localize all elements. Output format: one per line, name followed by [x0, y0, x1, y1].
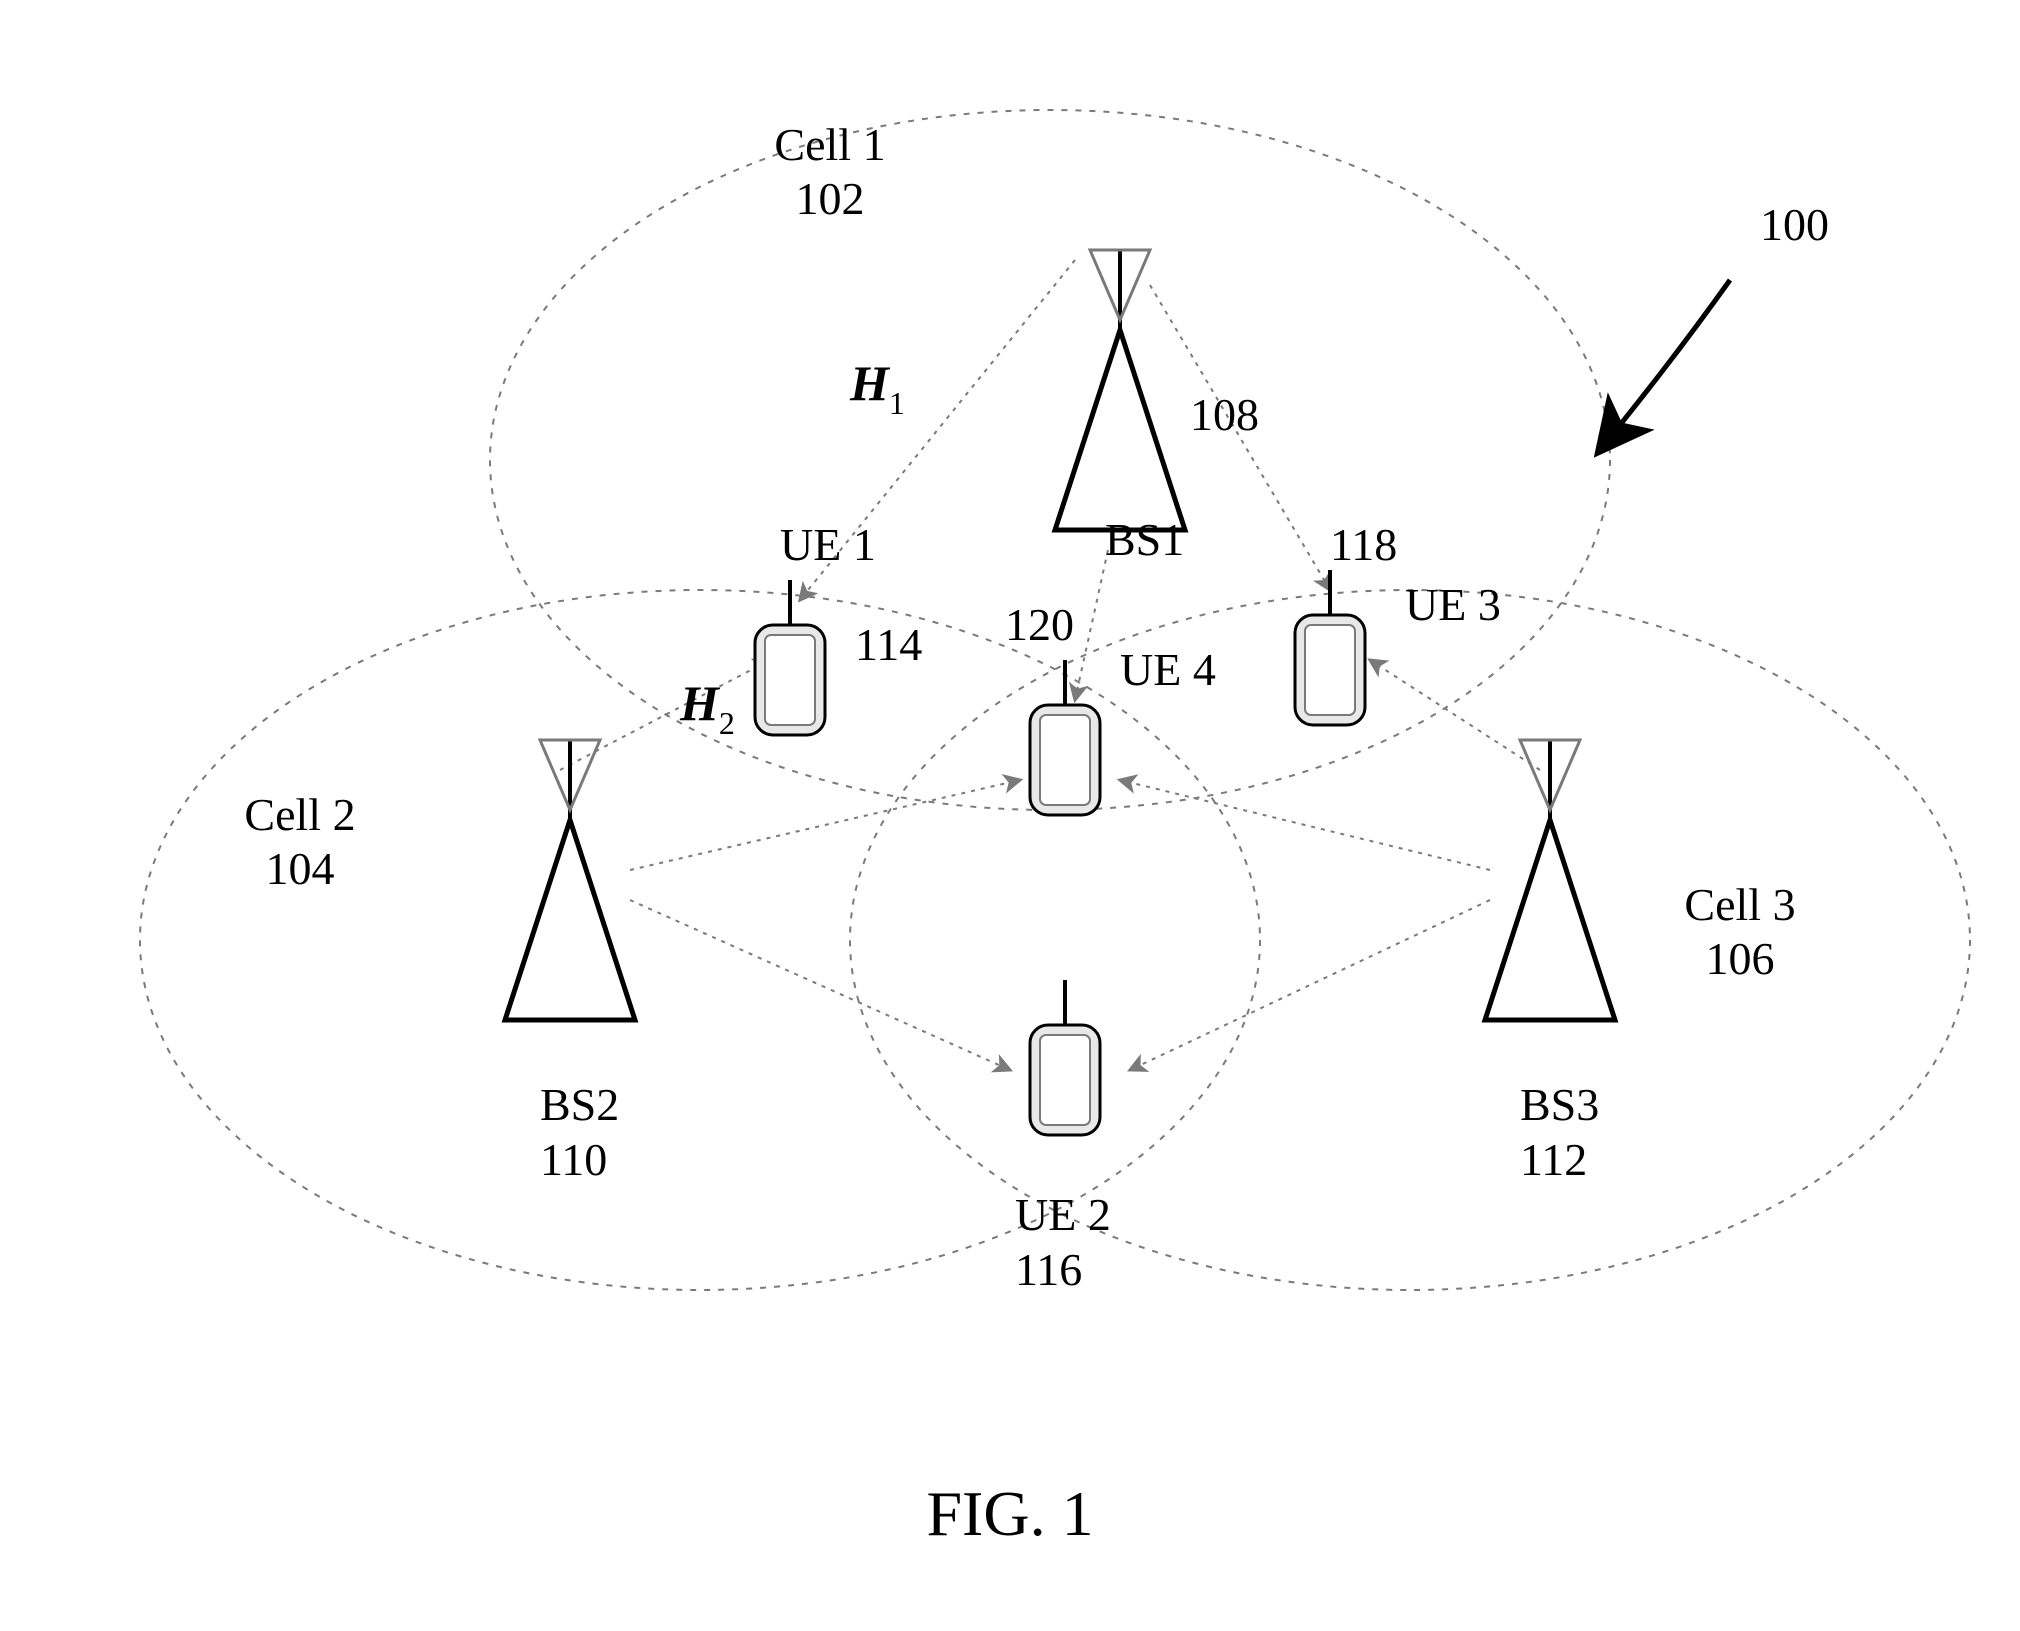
signal-arrow-bs3-ue3: [1370, 660, 1540, 770]
ue2-icon: [1030, 980, 1100, 1135]
cell3-boundary: [850, 590, 1970, 1290]
cell1-label: Cell 1: [774, 119, 885, 170]
signal-arrow-bs2-ue4: [630, 780, 1020, 870]
ue1-label: UE 1: [780, 519, 876, 570]
diagram-canvas: Cell 1102 Cell 2104 Cell 3106 BS1 108 BS2110 B…: [0, 0, 2020, 1631]
figure-caption: FIG. 1: [926, 1478, 1093, 1549]
cell3-label: Cell 3: [1684, 879, 1795, 930]
ue4-label: UE 4: [1120, 644, 1216, 695]
bs1-label: BS1: [1105, 514, 1184, 565]
channel-label-h1: H1: [849, 355, 905, 421]
bs3-icon: [1485, 740, 1615, 1020]
ue3-refnum: 118: [1330, 519, 1397, 570]
ue1-icon: [755, 580, 825, 735]
signal-arrow-bs1-ue4: [1075, 550, 1108, 700]
cell2-refnum: 104: [266, 843, 335, 894]
bs2-label: BS2: [540, 1079, 619, 1130]
bs2-icon: [505, 740, 635, 1020]
cell3-refnum: 106: [1706, 933, 1775, 984]
figure-refnum-pointer: [1600, 280, 1730, 450]
cell1-refnum: 102: [796, 173, 865, 224]
bs3-label: BS3: [1520, 1079, 1599, 1130]
ue3-label: UE 3: [1405, 579, 1501, 630]
ue1-refnum: 114: [855, 619, 922, 670]
bs3-refnum: 112: [1520, 1134, 1587, 1185]
ue4-icon: [1030, 660, 1100, 815]
channel-label-h2: H2: [679, 675, 735, 741]
ue4-refnum: 120: [1005, 599, 1074, 650]
signal-arrow-bs3-ue2: [1130, 900, 1490, 1070]
ue2-label: UE 2: [1015, 1189, 1111, 1240]
cell2-label: Cell 2: [244, 789, 355, 840]
bs1-refnum: 108: [1190, 389, 1259, 440]
ue3-icon: [1295, 570, 1365, 725]
ue2-refnum: 116: [1015, 1244, 1082, 1295]
bs1-icon: [1055, 250, 1185, 530]
signal-arrow-bs3-ue4: [1120, 780, 1490, 870]
signal-arrow-bs2-ue2: [630, 900, 1010, 1070]
bs2-refnum: 110: [540, 1134, 607, 1185]
figure-refnum: 100: [1760, 199, 1829, 250]
